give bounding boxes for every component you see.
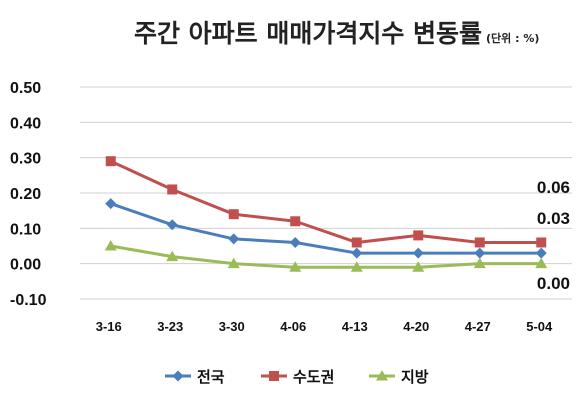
data-point-regional — [535, 257, 548, 269]
legend-label: 수도권 — [293, 368, 334, 386]
data-point-regional — [350, 261, 363, 272]
legend: 전국 수도권 지방 — [165, 368, 429, 386]
chart-title: 주간 아파트 매매가격지수 변동률 — [134, 19, 482, 48]
legend-swatch-marker — [269, 371, 279, 381]
legend-swatch-marker — [172, 370, 184, 382]
data-point-national — [289, 236, 301, 248]
data-point-regional — [473, 257, 486, 269]
legend-item-national: 전국 — [165, 368, 225, 386]
x-tick-label: 5-04 — [526, 319, 553, 334]
legend-item-capital-area: 수도권 — [261, 368, 334, 386]
y-tick-label: 0.10 — [10, 221, 41, 238]
legend-swatch-marker — [376, 370, 388, 381]
data-point-national — [166, 219, 178, 231]
data-point-regional — [104, 240, 117, 251]
x-tick-label: 4-06 — [280, 319, 306, 334]
data-point-capital-area — [351, 237, 362, 248]
x-tick-label: 3-30 — [219, 319, 245, 334]
data-point-capital-area — [105, 156, 116, 167]
gridlines — [80, 86, 572, 300]
y-tick-label: 0.00 — [10, 257, 41, 274]
legend-label: 지방 — [401, 368, 429, 386]
y-tick-label: 0.30 — [10, 151, 41, 168]
data-point-national — [474, 247, 486, 259]
data-point-capital-area — [413, 230, 424, 241]
y-axis-ticks: 0.50 0.40 0.30 0.20 0.10 0.00 -0.10 — [10, 80, 47, 309]
data-point-capital-area — [536, 237, 547, 248]
data-point-regional — [412, 261, 425, 272]
series-regional — [104, 240, 548, 272]
series-group — [104, 156, 548, 272]
series-line-regional — [110, 244, 542, 269]
data-point-national — [228, 233, 240, 245]
series-line-national — [110, 202, 542, 255]
data-point-capital-area — [167, 184, 178, 195]
x-tick-label: 4-13 — [342, 319, 368, 334]
data-point-national — [351, 247, 363, 259]
x-axis-ticks: 3-16 3-23 3-30 4-06 4-13 4-20 4-27 5-04 — [96, 319, 553, 334]
y-tick-label: 0.20 — [10, 186, 41, 203]
y-tick-label: -0.10 — [10, 292, 47, 309]
x-tick-label: 4-20 — [403, 319, 429, 334]
data-point-national — [412, 247, 424, 259]
legend-item-regional: 지방 — [369, 368, 429, 386]
legend-label: 전국 — [197, 368, 225, 386]
data-point-capital-area — [474, 237, 485, 248]
chart-unit-label: (단위 : %) — [486, 31, 539, 45]
x-tick-label: 4-27 — [465, 319, 491, 334]
x-tick-label: 3-16 — [96, 319, 122, 334]
data-point-capital-area — [228, 209, 239, 220]
data-label: 0.06 — [537, 178, 570, 197]
data-point-regional — [289, 261, 302, 272]
y-tick-label: 0.40 — [10, 115, 41, 132]
data-point-national — [105, 198, 117, 210]
x-tick-label: 3-23 — [157, 319, 183, 334]
data-labels: 0.06 0.03 0.00 — [537, 178, 570, 293]
data-point-regional — [166, 250, 179, 262]
data-label: 0.00 — [537, 274, 570, 293]
series-line-capital-area — [110, 159, 542, 244]
data-label: 0.03 — [537, 209, 570, 228]
series-capital-area — [105, 156, 547, 248]
y-tick-label: 0.50 — [10, 80, 41, 97]
data-point-regional — [227, 257, 240, 269]
data-point-capital-area — [290, 216, 301, 227]
data-point-national — [535, 247, 547, 259]
series-national — [105, 198, 547, 259]
